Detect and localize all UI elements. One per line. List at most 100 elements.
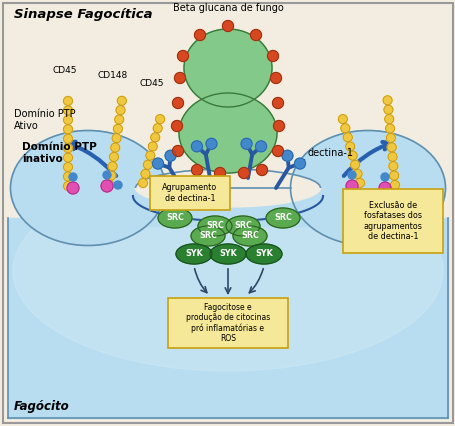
Circle shape — [382, 96, 391, 105]
Circle shape — [384, 115, 393, 124]
Text: Domínio PTP
inativo: Domínio PTP inativo — [22, 142, 96, 164]
Circle shape — [63, 134, 72, 143]
Text: Domínio PTP
Ativo: Domínio PTP Ativo — [14, 109, 76, 131]
Ellipse shape — [191, 226, 224, 246]
Circle shape — [114, 181, 122, 189]
Circle shape — [103, 171, 111, 179]
Circle shape — [143, 160, 152, 169]
Text: dectina-1: dectina-1 — [307, 148, 353, 158]
Ellipse shape — [290, 130, 445, 245]
Circle shape — [151, 133, 159, 142]
Circle shape — [101, 180, 113, 192]
Circle shape — [63, 163, 72, 172]
Circle shape — [141, 170, 150, 178]
Circle shape — [116, 106, 125, 115]
Circle shape — [338, 115, 347, 124]
Circle shape — [109, 153, 118, 161]
FancyBboxPatch shape — [342, 189, 442, 253]
Circle shape — [63, 115, 72, 124]
Circle shape — [385, 133, 394, 142]
Ellipse shape — [135, 169, 320, 207]
Circle shape — [272, 146, 283, 156]
Circle shape — [108, 162, 117, 171]
FancyBboxPatch shape — [3, 3, 452, 423]
Circle shape — [112, 134, 121, 143]
Circle shape — [222, 20, 233, 32]
Circle shape — [250, 29, 261, 40]
Text: SYK: SYK — [185, 250, 202, 259]
Ellipse shape — [179, 93, 276, 173]
Circle shape — [389, 181, 399, 190]
Circle shape — [174, 72, 185, 83]
Circle shape — [63, 96, 72, 106]
Circle shape — [238, 167, 249, 178]
Circle shape — [385, 124, 394, 133]
Bar — [88, 176, 367, 226]
Circle shape — [191, 164, 202, 176]
Circle shape — [113, 124, 122, 133]
Circle shape — [267, 51, 278, 61]
Text: SRC: SRC — [273, 213, 291, 222]
Circle shape — [281, 150, 292, 161]
Circle shape — [256, 164, 267, 176]
Circle shape — [387, 152, 396, 161]
Ellipse shape — [233, 226, 267, 246]
Ellipse shape — [184, 29, 271, 107]
Circle shape — [355, 178, 364, 187]
Circle shape — [111, 143, 120, 152]
Circle shape — [206, 138, 217, 149]
Circle shape — [117, 96, 126, 105]
Circle shape — [148, 142, 157, 151]
Circle shape — [153, 124, 162, 133]
FancyBboxPatch shape — [167, 298, 288, 348]
Circle shape — [105, 181, 114, 190]
Ellipse shape — [176, 244, 212, 264]
Ellipse shape — [157, 208, 192, 228]
Text: Fagócito: Fagócito — [14, 400, 70, 413]
Circle shape — [386, 143, 395, 152]
Circle shape — [350, 160, 359, 169]
Circle shape — [343, 133, 352, 142]
Text: SRC: SRC — [199, 231, 217, 241]
Circle shape — [294, 158, 305, 169]
Circle shape — [270, 72, 281, 83]
Bar — [8, 218, 447, 418]
Text: CD45: CD45 — [53, 66, 77, 75]
Circle shape — [272, 98, 283, 109]
Circle shape — [138, 178, 147, 187]
Text: Agrupamento
de dectina-1: Agrupamento de dectina-1 — [162, 183, 217, 203]
Circle shape — [172, 98, 183, 109]
Circle shape — [194, 29, 205, 40]
Circle shape — [378, 182, 390, 194]
Circle shape — [106, 171, 116, 180]
Circle shape — [165, 150, 176, 161]
Circle shape — [383, 105, 392, 114]
Text: SYK: SYK — [254, 250, 272, 259]
Text: CD45: CD45 — [139, 79, 164, 88]
Circle shape — [63, 172, 72, 181]
Text: SRC: SRC — [241, 231, 258, 241]
Circle shape — [241, 138, 252, 149]
Circle shape — [255, 141, 266, 152]
Ellipse shape — [265, 208, 299, 228]
Circle shape — [115, 115, 123, 124]
Circle shape — [146, 151, 155, 160]
Text: Sinapse Fagocítica: Sinapse Fagocítica — [14, 8, 152, 21]
Text: CD148: CD148 — [98, 71, 128, 80]
Circle shape — [152, 158, 163, 169]
Circle shape — [345, 180, 357, 192]
Circle shape — [389, 171, 398, 180]
Circle shape — [171, 121, 182, 132]
Circle shape — [352, 170, 361, 178]
Circle shape — [214, 167, 225, 178]
Circle shape — [340, 124, 349, 133]
Ellipse shape — [245, 244, 281, 264]
Text: Exclusão de
fosfatases dos
agrupamentos
de dectina-1: Exclusão de fosfatases dos agrupamentos … — [363, 201, 421, 241]
Circle shape — [155, 115, 164, 124]
Ellipse shape — [13, 171, 442, 371]
Circle shape — [63, 106, 72, 115]
Circle shape — [191, 141, 202, 152]
Ellipse shape — [197, 216, 232, 236]
Ellipse shape — [10, 130, 165, 245]
Circle shape — [273, 121, 284, 132]
